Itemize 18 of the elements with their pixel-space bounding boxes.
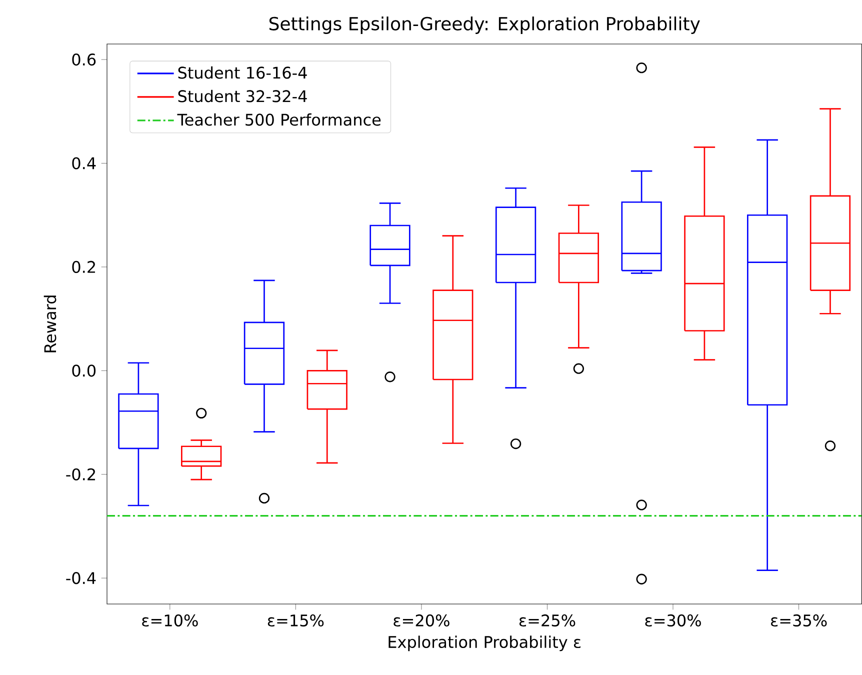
legend-label: Teacher 500 Performance	[177, 113, 381, 126]
y-tick-label: 0.6	[72, 54, 96, 66]
y-tick-label: 0.0	[72, 364, 96, 377]
y-tick-label: 0.4	[72, 157, 96, 170]
x-tick-label: ε=30%	[645, 614, 701, 627]
x-tick-label: ε=20%	[394, 614, 450, 627]
x-tick-label: ε=25%	[519, 614, 576, 627]
chart-title: Settings Epsilon-Greedy: Exploration Probability	[269, 16, 700, 34]
x-tick-label: ε=10%	[142, 614, 198, 627]
y-axis-title: Reward	[44, 296, 56, 352]
y-tick-label: 0.2	[72, 260, 95, 274]
legend-label: Student 16-16-4	[178, 66, 307, 79]
x-tick-label: ε=35%	[771, 614, 827, 627]
y-tick-label: -0.4	[66, 572, 96, 584]
y-tick-label: -0.2	[66, 468, 95, 480]
legend-label: Student 32-32-4	[178, 90, 307, 102]
x-axis-title: Exploration Probability ε	[388, 636, 580, 652]
x-tick-label: ε=15%	[268, 614, 324, 627]
